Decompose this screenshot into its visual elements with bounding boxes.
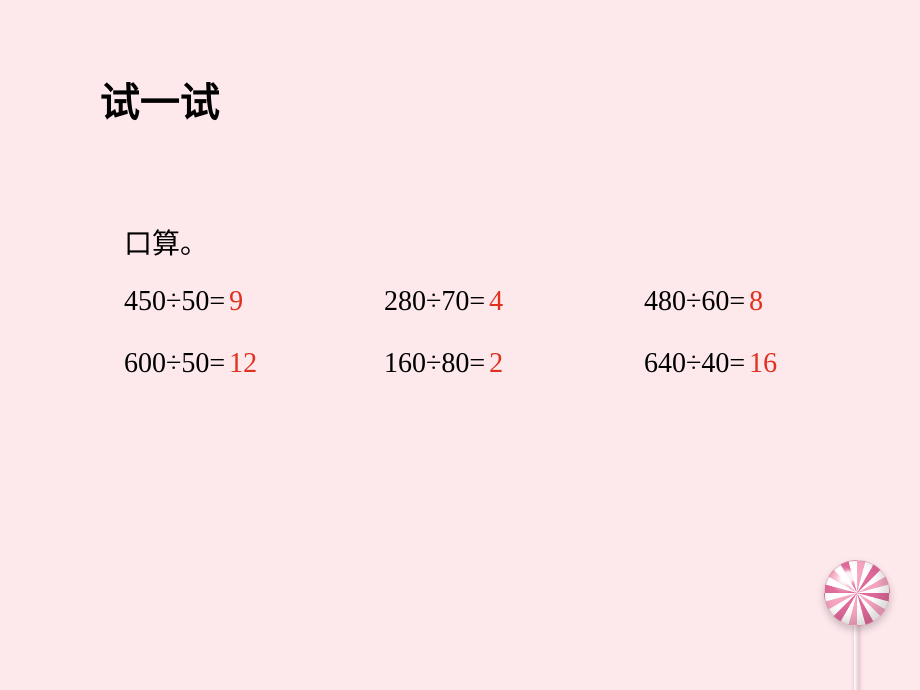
problem-cell: 450÷50= 9 — [124, 286, 384, 318]
expression: 160÷80= — [384, 348, 485, 380]
problems-grid: 450÷50= 9 280÷70= 4 480÷60= 8 600÷50= 12… — [124, 286, 844, 410]
expression: 480÷60= — [644, 286, 745, 318]
answer: 16 — [749, 348, 777, 380]
page-title: 试一试 — [100, 70, 220, 128]
lollipop-shine — [837, 568, 858, 585]
problem-cell: 600÷50= 12 — [124, 348, 384, 380]
problem-row: 450÷50= 9 280÷70= 4 480÷60= 8 — [124, 286, 844, 318]
answer: 9 — [229, 286, 243, 318]
problem-cell: 160÷80= 2 — [384, 348, 644, 380]
answer: 8 — [749, 286, 763, 318]
lollipop-candy — [824, 560, 890, 626]
problem-row: 600÷50= 12 160÷80= 2 640÷40= 16 — [124, 348, 844, 380]
section-subtitle: 口算。 — [124, 222, 208, 262]
problem-cell: 480÷60= 8 — [644, 286, 844, 318]
answer: 2 — [489, 348, 503, 380]
lollipop-icon — [812, 560, 902, 690]
expression: 280÷70= — [384, 286, 485, 318]
problem-cell: 280÷70= 4 — [384, 286, 644, 318]
answer: 4 — [489, 286, 503, 318]
expression: 450÷50= — [124, 286, 225, 318]
lollipop-stick — [854, 622, 860, 690]
problem-cell: 640÷40= 16 — [644, 348, 844, 380]
expression: 640÷40= — [644, 348, 745, 380]
answer: 12 — [229, 348, 257, 380]
expression: 600÷50= — [124, 348, 225, 380]
